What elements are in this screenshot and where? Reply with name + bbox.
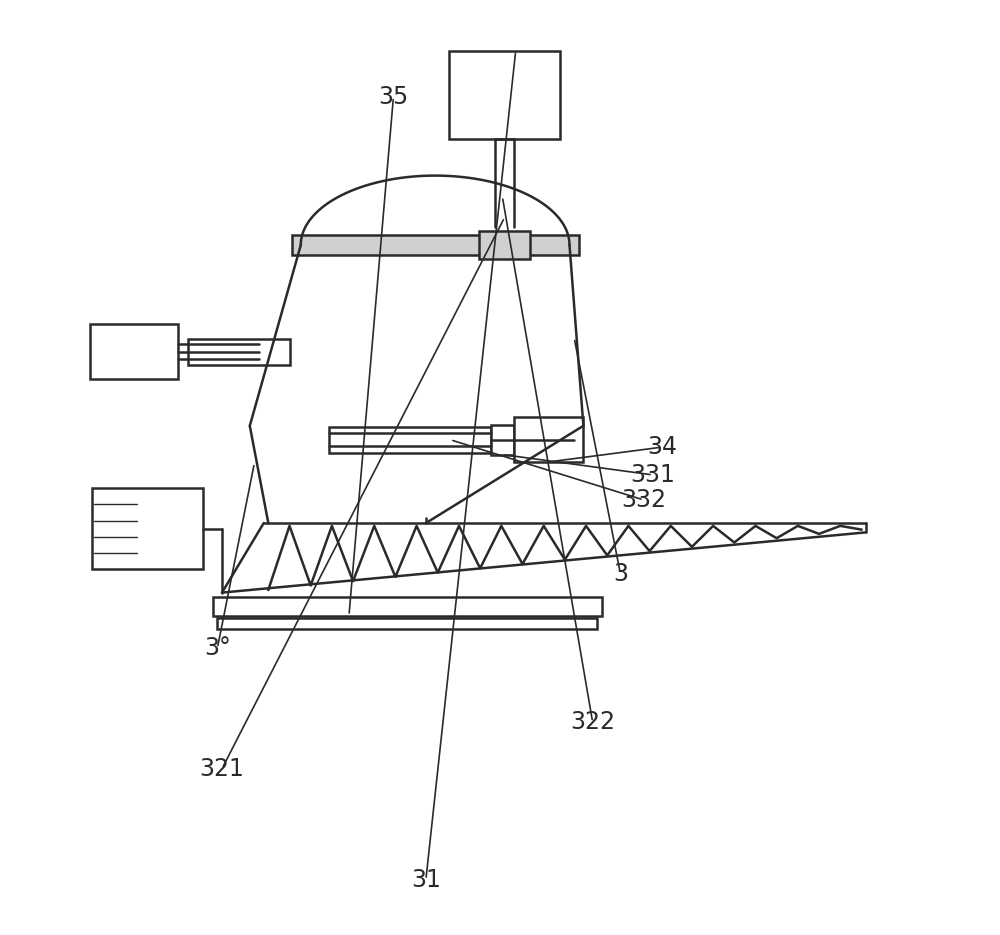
- Text: 34: 34: [647, 435, 677, 459]
- Bar: [292, 235, 579, 255]
- Text: 331: 331: [630, 463, 675, 487]
- Bar: [514, 417, 583, 462]
- Text: 322: 322: [570, 711, 615, 734]
- Text: 332: 332: [621, 488, 666, 512]
- Bar: [90, 324, 178, 380]
- Bar: [92, 488, 203, 569]
- Text: 3: 3: [613, 562, 628, 586]
- Text: 321: 321: [200, 756, 244, 781]
- Bar: [217, 618, 597, 628]
- Bar: [188, 338, 290, 365]
- Bar: [449, 50, 560, 138]
- Bar: [329, 426, 491, 453]
- Bar: [491, 424, 514, 454]
- Bar: [213, 597, 602, 616]
- Text: 3°: 3°: [204, 636, 231, 660]
- Text: 31: 31: [411, 868, 441, 892]
- Bar: [479, 231, 530, 259]
- Text: 35: 35: [378, 85, 409, 108]
